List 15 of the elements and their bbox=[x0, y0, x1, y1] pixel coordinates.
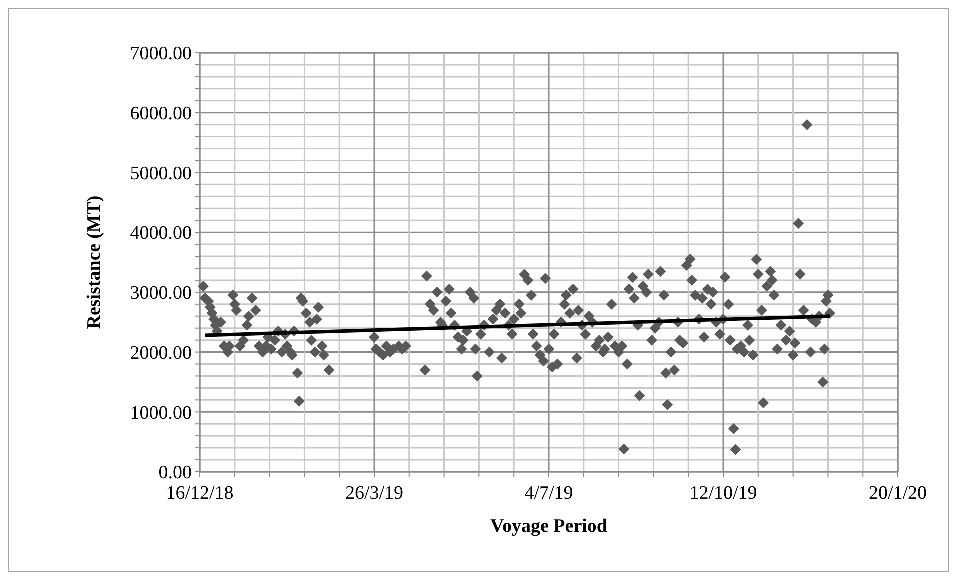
x-tick-label: 26/3/19 bbox=[345, 483, 404, 504]
x-tick-label: 12/10/19 bbox=[690, 483, 758, 504]
y-tick-label: 7000.00 bbox=[130, 44, 192, 65]
y-tick-label: 3000.00 bbox=[130, 283, 192, 304]
y-tick-label: 6000.00 bbox=[130, 104, 192, 125]
x-tick-label: 4/7/19 bbox=[524, 483, 574, 504]
x-tick-label: 20/1/20 bbox=[868, 483, 928, 504]
y-tick-label: 5000.00 bbox=[130, 163, 192, 184]
x-axis-title: Voyage Period bbox=[490, 516, 608, 537]
y-axis-title: Resistance (MT) bbox=[84, 196, 105, 330]
y-tick-label: 0.00 bbox=[158, 462, 192, 484]
y-tick-label: 1000.00 bbox=[130, 402, 192, 424]
y-tick-label: 4000.00 bbox=[130, 223, 192, 244]
x-tick-label: 16/12/18 bbox=[166, 483, 234, 504]
y-tick-label: 2000.00 bbox=[130, 342, 192, 364]
